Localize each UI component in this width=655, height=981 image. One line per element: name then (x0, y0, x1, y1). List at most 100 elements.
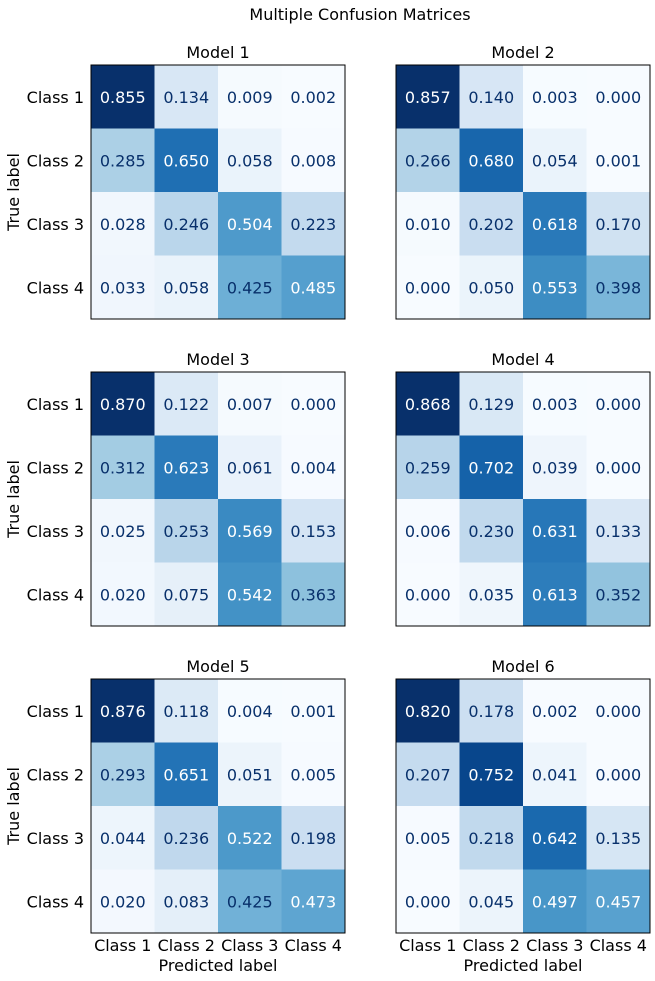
x-tick-label: Class 2 (463, 936, 520, 955)
x-axis-label: Predicted label (464, 956, 583, 975)
cell-value-label: 0.153 (290, 522, 336, 541)
cell-value-label: 0.457 (595, 892, 641, 911)
heatmap-cell (281, 435, 345, 499)
y-tick-label: Class 2 (27, 151, 84, 170)
y-tick-label: Class 2 (27, 458, 84, 477)
heatmap-cell (396, 562, 460, 626)
heatmap-cell (218, 562, 282, 626)
y-tick-label: Class 1 (27, 395, 84, 414)
cell-value-label: 0.007 (227, 395, 273, 414)
cell-value-label: 0.051 (227, 765, 273, 784)
panel-title: Model 3 (186, 350, 249, 369)
heatmap-cell (154, 65, 218, 129)
heatmap-cell (523, 192, 587, 256)
heatmap-cell (586, 679, 650, 743)
heatmap-cell (281, 742, 345, 806)
cell-value-label: 0.259 (405, 458, 451, 477)
cell-value-label: 0.642 (532, 829, 578, 848)
x-tick-label: Class 4 (285, 936, 342, 955)
heatmap-cell (218, 806, 282, 870)
heatmap-cell (586, 435, 650, 499)
heatmap-cell (91, 372, 155, 436)
y-axis-label: True label (4, 460, 23, 539)
heatmap-cell (523, 372, 587, 436)
axes-frame (90, 371, 346, 627)
figure-title: Multiple Confusion Matrices (249, 5, 470, 24)
heatmap-cell (154, 372, 218, 436)
cell-value-label: 0.134 (163, 88, 209, 107)
confusion-matrix-panel: Model 2 0.857 0.140 0.003 0.000 0.266 0.680 0.0… (395, 43, 651, 320)
y-tick-label: Class 1 (27, 88, 84, 107)
cell-value-label: 0.651 (163, 765, 209, 784)
cell-value-label: 0.020 (100, 892, 146, 911)
cell-value-label: 0.044 (100, 829, 146, 848)
cell-value-label: 0.001 (290, 702, 336, 721)
heatmap-cell (586, 65, 650, 129)
cell-value-label: 0.857 (405, 88, 451, 107)
cell-value-label: 0.198 (290, 829, 336, 848)
heatmap-cell (91, 128, 155, 192)
cell-value-label: 0.631 (532, 522, 578, 541)
heatmap-cell (396, 806, 460, 870)
y-tick-label: Class 1 (27, 702, 84, 721)
heatmap-cell (154, 562, 218, 626)
cell-value-label: 0.075 (163, 585, 209, 604)
heatmap-cell (218, 372, 282, 436)
heatmap-cell (91, 65, 155, 129)
cell-value-label: 0.246 (163, 215, 209, 234)
heatmap-cell (586, 192, 650, 256)
cell-value-label: 0.352 (595, 585, 641, 604)
axes-frame (395, 64, 651, 320)
heatmap-cell (91, 499, 155, 563)
x-axis-label: Predicted label (159, 956, 278, 975)
cell-value-label: 0.050 (468, 278, 514, 297)
heatmap-cell (154, 742, 218, 806)
cell-value-label: 0.178 (468, 702, 514, 721)
axes-frame (90, 64, 346, 320)
cell-value-label: 0.003 (532, 395, 578, 414)
cell-value-label: 0.868 (405, 395, 451, 414)
cell-value-label: 0.004 (290, 458, 336, 477)
heatmap-cell (91, 435, 155, 499)
x-tick-label: Class 2 (158, 936, 215, 955)
heatmap-cell (459, 806, 523, 870)
heatmap-cell (586, 255, 650, 319)
cell-value-label: 0.870 (100, 395, 146, 414)
heatmap-cell (396, 679, 460, 743)
cell-value-label: 0.004 (227, 702, 273, 721)
heatmap-cell (459, 192, 523, 256)
y-tick-label: Class 4 (27, 278, 84, 297)
panel-title: Model 2 (491, 43, 554, 62)
heatmap-cell (586, 128, 650, 192)
cell-value-label: 0.020 (100, 585, 146, 604)
heatmap-cell (154, 255, 218, 319)
y-tick-label: Class 3 (27, 829, 84, 848)
confusion-matrix-panel: Model 6 0.820 0.178 0.002 0.000 0.207 0.752 0.0… (395, 657, 651, 975)
heatmap-cell (396, 255, 460, 319)
cell-value-label: 0.000 (595, 765, 641, 784)
heatmap-cell (459, 128, 523, 192)
cell-value-label: 0.133 (595, 522, 641, 541)
heatmap-cell (459, 679, 523, 743)
cell-value-label: 0.039 (532, 458, 578, 477)
cell-value-label: 0.041 (532, 765, 578, 784)
heatmap-cell (154, 869, 218, 933)
cell-value-label: 0.135 (595, 829, 641, 848)
cell-value-label: 0.855 (100, 88, 146, 107)
cell-value-label: 0.003 (532, 88, 578, 107)
cell-value-label: 0.569 (227, 522, 273, 541)
cell-value-label: 0.006 (405, 522, 451, 541)
axes-frame (395, 371, 651, 627)
cell-value-label: 0.010 (405, 215, 451, 234)
cell-value-label: 0.398 (595, 278, 641, 297)
heatmap-cell (281, 806, 345, 870)
heatmap-cell (459, 869, 523, 933)
y-tick-label: Class 4 (27, 585, 84, 604)
cell-value-label: 0.170 (595, 215, 641, 234)
cell-value-label: 0.001 (595, 151, 641, 170)
x-tick-label: Class 4 (590, 936, 647, 955)
heatmap-cell (459, 65, 523, 129)
heatmap-cell (91, 192, 155, 256)
cell-value-label: 0.542 (227, 585, 273, 604)
